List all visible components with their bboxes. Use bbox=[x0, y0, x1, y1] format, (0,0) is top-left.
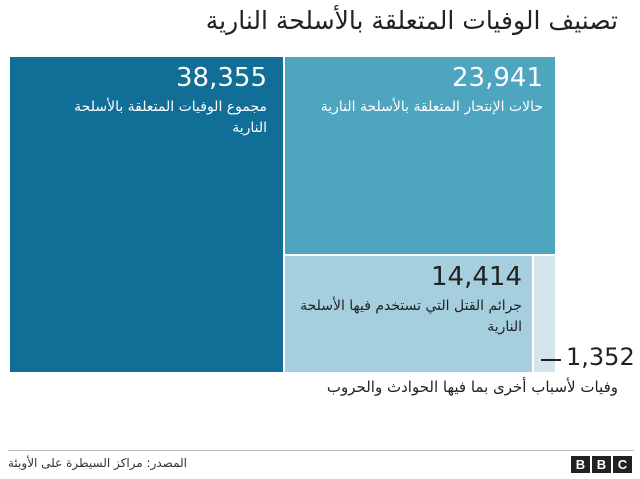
source-note: المصدر: مراكز السيطرة على الأوبئة bbox=[8, 456, 188, 470]
footer-divider bbox=[8, 450, 634, 451]
homicides-label: جرائم القتل التي تستخدم فيها الأسلحة الن… bbox=[300, 298, 522, 335]
homicides-value: 14,414 bbox=[431, 262, 522, 292]
suicides-label: حالات الإنتحار المتعلقة بالأسلحة النارية bbox=[320, 99, 543, 115]
total-box bbox=[10, 57, 283, 372]
other-value: 1,352 bbox=[566, 343, 635, 371]
other-leader-line bbox=[541, 359, 561, 361]
other-box bbox=[534, 256, 555, 372]
suicides-value: 23,941 bbox=[452, 63, 543, 93]
homicides-box bbox=[285, 256, 532, 372]
bbc-logo-letter: B bbox=[571, 456, 590, 473]
bbc-logo: B B C bbox=[571, 456, 632, 473]
bbc-logo-letter: B bbox=[592, 456, 611, 473]
suicides-box bbox=[285, 57, 555, 254]
total-value: 38,355 bbox=[176, 63, 267, 93]
other-label: وفيات لأسباب أخرى بما فيها الحوادث والحر… bbox=[326, 378, 618, 396]
chart-title: تصنيف الوفيات المتعلقة بالأسلحة النارية bbox=[205, 6, 618, 35]
total-label: مجموع الوفيات المتعلقة بالأسلحة النارية bbox=[74, 99, 267, 136]
bbc-logo-letter: C bbox=[613, 456, 632, 473]
